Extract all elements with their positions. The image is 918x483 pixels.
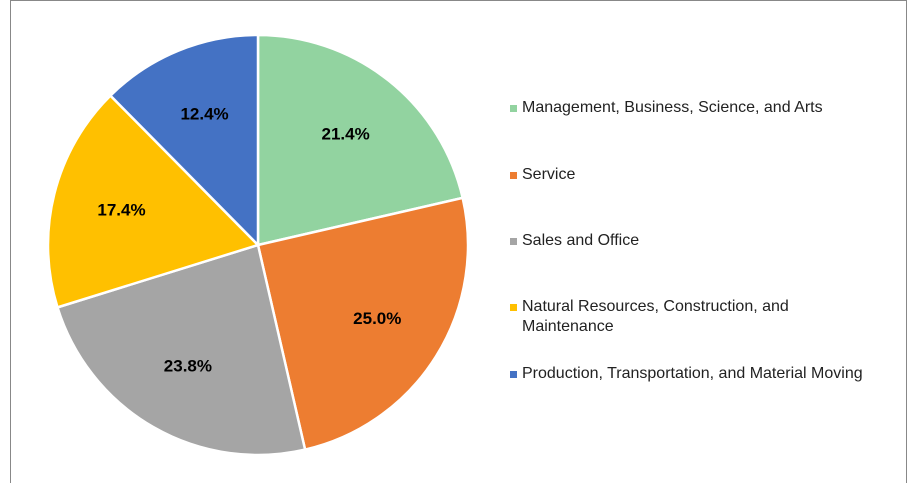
chart-frame [10,0,907,483]
legend-item: Natural Resources, Construction, and Mai… [510,297,880,337]
legend-label: Natural Resources, Construction, and Mai… [522,298,789,335]
data-label: 23.8% [164,356,212,375]
pie-slice [55,243,307,457]
legend-label: Service [522,166,576,183]
data-label: 12.4% [180,104,228,123]
legend-label: Sales and Office [522,232,640,249]
legend-item: Service [510,165,575,185]
legend-swatch [510,105,517,112]
legend-item: Production, Transportation, and Material… [510,364,863,384]
legend-item: Sales and Office [510,231,639,251]
pie-slice [256,196,470,452]
legend-swatch [510,172,517,179]
pie-slice [46,93,261,309]
legend-swatch [510,238,517,245]
legend-label: Production, Transportation, and Material… [522,365,863,382]
legend-label: Management, Business, Science, and Arts [522,99,823,116]
pie-slice [256,33,465,247]
data-label: 21.4% [322,124,370,143]
legend-item: Management, Business, Science, and Arts [510,98,823,118]
legend-swatch [510,304,517,311]
data-label: 17.4% [97,200,145,219]
pie-slice [108,33,260,249]
legend-swatch [510,371,517,378]
data-label: 25.0% [353,309,401,328]
